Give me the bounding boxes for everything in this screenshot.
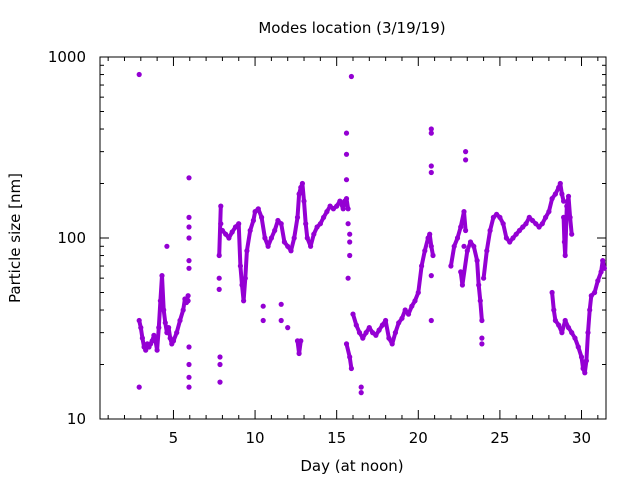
series-trace — [344, 341, 354, 371]
data-point — [461, 243, 467, 249]
data-point — [428, 126, 434, 132]
data-point — [260, 317, 266, 324]
data-point — [216, 275, 222, 281]
series-trace — [220, 181, 351, 303]
x-axis-label: Day (at noon) — [300, 457, 403, 475]
data-point — [345, 275, 351, 281]
y-axis-label: Particle size [nm] — [6, 173, 24, 303]
series-trace — [448, 209, 468, 268]
data-point — [463, 149, 469, 155]
data-point — [217, 361, 223, 368]
series-trace — [561, 194, 574, 258]
data-point — [428, 317, 434, 324]
data-point — [285, 325, 291, 331]
data-point — [348, 73, 354, 80]
data-point — [186, 265, 192, 271]
y-tick-label: 10 — [67, 410, 86, 428]
x-tick-label: 15 — [327, 429, 346, 447]
series-trace — [550, 258, 607, 375]
data-point — [347, 231, 353, 237]
data-point — [164, 243, 170, 249]
data-point — [343, 177, 350, 183]
data-point — [216, 286, 222, 292]
data-point — [428, 273, 434, 279]
data-point — [136, 71, 142, 78]
data-point — [343, 151, 350, 157]
data-point — [343, 130, 350, 136]
data-point — [345, 221, 351, 227]
data-point — [479, 341, 485, 347]
series-trace — [137, 273, 191, 353]
x-tick-label: 25 — [490, 429, 509, 447]
axes: 5 10 15 20 25 30 10 100 1000 — [48, 48, 607, 447]
data-point — [136, 384, 142, 390]
data-point — [479, 335, 485, 341]
data-point — [358, 390, 364, 396]
series-trace — [351, 232, 435, 346]
data-point — [217, 354, 223, 360]
data-point — [186, 384, 192, 390]
data-points — [136, 71, 608, 396]
data-point — [186, 214, 192, 220]
chart-title: Modes location (3/19/19) — [258, 19, 445, 37]
plot-border — [99, 56, 607, 420]
data-point — [428, 163, 434, 169]
x-tick-label: 5 — [169, 429, 179, 447]
data-point — [186, 224, 192, 230]
data-point — [217, 379, 223, 385]
data-point — [186, 361, 192, 368]
series-trace — [458, 240, 484, 323]
data-point — [347, 239, 353, 245]
data-point — [347, 252, 353, 259]
series-trace — [217, 204, 223, 258]
data-point — [278, 301, 284, 307]
data-point — [186, 374, 192, 380]
x-tick-label: 20 — [409, 429, 428, 447]
data-point — [428, 130, 434, 136]
x-tick-label: 30 — [572, 429, 591, 447]
series-trace — [481, 181, 566, 281]
data-point — [463, 157, 469, 163]
data-point — [260, 303, 266, 309]
data-point — [358, 384, 364, 390]
data-point — [428, 169, 434, 176]
x-tick-label: 10 — [246, 429, 265, 447]
data-point — [186, 235, 192, 241]
y-tick-label: 100 — [57, 229, 86, 247]
y-tick-label: 1000 — [48, 48, 86, 66]
data-point — [186, 175, 192, 181]
series-trace — [295, 338, 303, 356]
data-point — [186, 258, 192, 264]
data-point — [186, 344, 192, 350]
data-point — [278, 317, 284, 324]
